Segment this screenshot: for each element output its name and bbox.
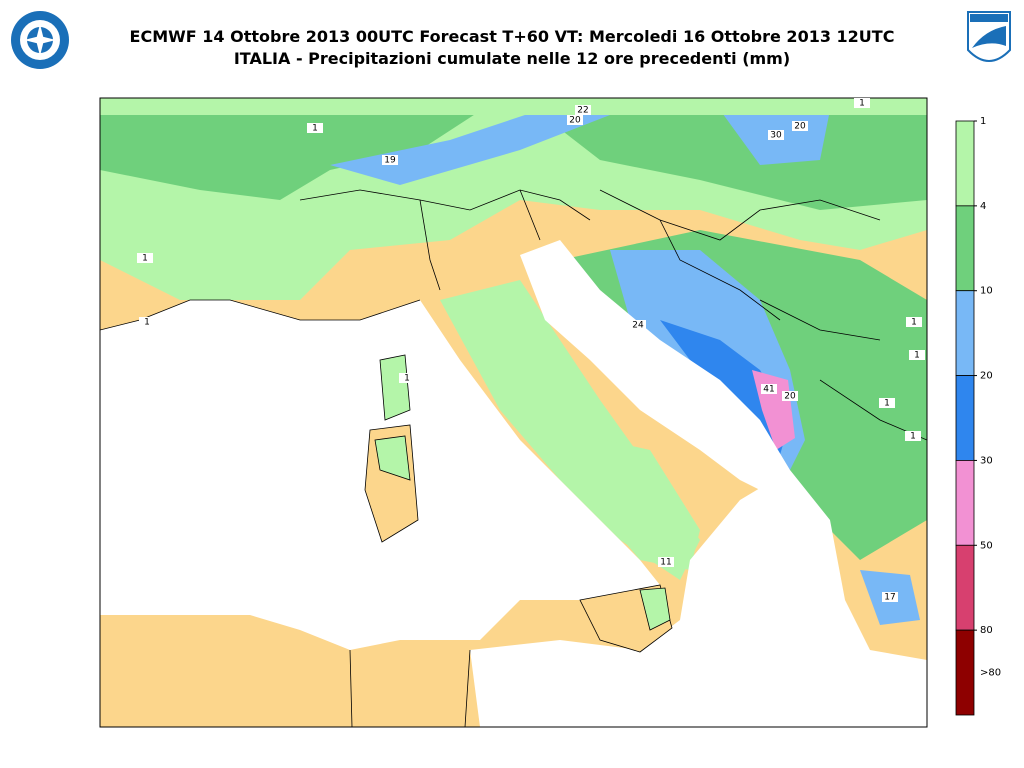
contour-label-box — [879, 398, 895, 408]
colorbar-swatch — [955, 290, 975, 376]
contour-label-box — [905, 431, 921, 441]
contour-label-box — [768, 130, 784, 140]
colorbar-swatch — [955, 205, 975, 292]
contour-label-box — [882, 592, 898, 602]
contour-label: 1 — [312, 124, 318, 134]
contour-label-box — [567, 115, 583, 125]
colorbar-swatch — [955, 120, 975, 207]
contour-label-box — [761, 384, 777, 394]
contour-label-box — [307, 123, 323, 133]
precipitation-area — [100, 98, 927, 115]
contour-label-box — [137, 253, 153, 263]
colorbar-label: 30 — [980, 455, 993, 466]
colorbar-label: 4 — [980, 201, 986, 212]
colorbar-swatch — [955, 629, 975, 716]
contour-label: 1 — [144, 318, 150, 328]
colorbar-label: 80 — [980, 625, 993, 636]
contour-label: 1 — [911, 318, 917, 328]
colorbar-label: 50 — [980, 540, 993, 551]
contour-label-box — [575, 105, 591, 115]
precipitation-area — [330, 110, 610, 185]
contour-label: 19 — [384, 156, 396, 166]
contour-label-box — [782, 391, 798, 401]
contour-label: 17 — [884, 593, 895, 603]
map-frame — [99, 97, 928, 728]
contour-label-box — [658, 557, 674, 567]
colorbar-swatch — [955, 544, 975, 631]
sea — [470, 470, 927, 727]
contour-label: 20 — [794, 122, 806, 132]
left-logo — [11, 11, 69, 69]
contour-label: 20 — [569, 116, 581, 126]
contour-label: 41 — [763, 385, 774, 395]
colorbar-swatch — [955, 460, 975, 546]
right-logo — [967, 11, 1011, 62]
contour-label-box — [854, 98, 870, 108]
colorbar-label: 20 — [980, 371, 993, 382]
island — [379, 354, 411, 421]
precipitation-area — [560, 430, 700, 570]
colorbar-label: 1 — [980, 116, 986, 127]
island — [639, 587, 671, 631]
contour-label: 11 — [660, 558, 671, 568]
precipitation-area — [100, 98, 500, 200]
contour-label-box — [909, 350, 925, 360]
contour-label-box — [792, 121, 808, 131]
contour-label: 30 — [770, 131, 782, 141]
contour-label: 1 — [910, 432, 916, 442]
contour-label: 20 — [784, 392, 796, 402]
contour-label: 1 — [404, 374, 410, 384]
sea — [520, 240, 790, 500]
subtitle: ITALIA - Precipitazioni cumulate nelle 1… — [234, 49, 790, 68]
colorbar: 1 4 10 20 30 50 80 >80 — [955, 116, 1001, 716]
title: ECMWF 14 Ottobre 2013 00UTC Forecast T+6… — [130, 27, 895, 46]
contour-label-box — [630, 320, 646, 330]
contour-label: 1 — [884, 399, 890, 409]
contour-label-box — [382, 155, 398, 165]
contour-label-box — [139, 317, 155, 327]
contour-label: 22 — [577, 106, 588, 116]
contour-label: 1 — [914, 351, 920, 361]
contour-label: 1 — [859, 99, 865, 109]
island — [374, 435, 411, 481]
contour-label-box — [399, 373, 415, 383]
contour-label: 1 — [142, 254, 148, 264]
contour-label-box — [906, 317, 922, 327]
colorbar-swatch — [955, 375, 975, 461]
colorbar-label: 10 — [980, 286, 993, 297]
contour-label: 24 — [632, 321, 644, 331]
colorbar-label: >80 — [980, 668, 1001, 679]
